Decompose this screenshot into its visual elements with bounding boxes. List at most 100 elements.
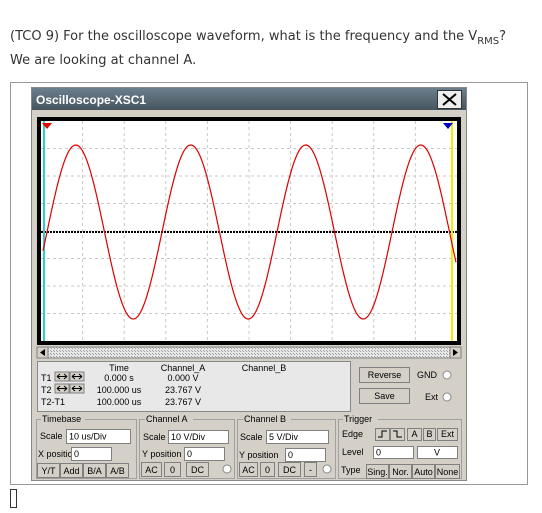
toggle-button[interactable] bbox=[389, 464, 412, 479]
field-value: 0 bbox=[288, 450, 293, 460]
group-title: Trigger bbox=[344, 414, 372, 424]
readout-panel bbox=[37, 361, 351, 412]
column-header: Channel_A bbox=[161, 363, 206, 373]
question-end: ? bbox=[499, 29, 506, 44]
button-label: Save bbox=[374, 391, 395, 401]
row-label: T1 bbox=[41, 373, 52, 383]
button-label: DC bbox=[283, 465, 296, 475]
channel-a-value: 0.000 V bbox=[167, 373, 198, 383]
question-text: (TCO 9) For the oscilloscope waveform, w… bbox=[10, 29, 477, 44]
toggle-button[interactable] bbox=[366, 464, 389, 479]
button-label: 0 bbox=[170, 465, 175, 475]
scale-input[interactable] bbox=[168, 430, 229, 444]
field-label: Edge bbox=[342, 429, 363, 439]
toggle-button[interactable] bbox=[239, 462, 258, 477]
field-value: 10 us/Div bbox=[69, 432, 107, 442]
group-title: Channel A bbox=[146, 414, 188, 424]
button-label: None bbox=[437, 467, 459, 477]
button-label: Sing. bbox=[367, 467, 388, 477]
group-title-bg bbox=[343, 414, 378, 423]
field-label: Scale bbox=[40, 431, 63, 441]
scrollbar[interactable] bbox=[36, 346, 462, 359]
save-button[interactable] bbox=[359, 388, 410, 404]
toggle-button[interactable] bbox=[304, 462, 317, 477]
channel-a-value: 23.767 V bbox=[165, 397, 201, 407]
toggle-button[interactable] bbox=[83, 463, 106, 478]
button-label: A bbox=[411, 429, 417, 439]
field-label: Scale bbox=[143, 432, 166, 442]
cursor-marker bbox=[443, 123, 453, 129]
field-label: Y position bbox=[239, 450, 278, 460]
question-line2: We are looking at channel A. bbox=[10, 53, 196, 68]
button-label: Ext bbox=[441, 429, 455, 439]
toggle-button[interactable] bbox=[435, 464, 460, 479]
level-input[interactable] bbox=[373, 446, 414, 459]
ext-label: Ext bbox=[425, 392, 439, 402]
gnd-label: GND bbox=[417, 370, 438, 380]
button-label: B/A bbox=[87, 466, 102, 476]
unit-value: V bbox=[434, 448, 440, 458]
button-label: B bbox=[426, 429, 432, 439]
group-title: Channel B bbox=[244, 414, 286, 424]
edge-buttons[interactable] bbox=[375, 428, 405, 441]
button-label: Auto bbox=[414, 467, 433, 477]
toggle-button[interactable] bbox=[412, 464, 435, 479]
toggle-button[interactable] bbox=[164, 462, 181, 477]
button-label: 0 bbox=[265, 465, 270, 475]
group-title: Timebase bbox=[42, 414, 81, 424]
field-value: 0 bbox=[187, 449, 192, 459]
cursor-arrows[interactable] bbox=[54, 371, 85, 394]
row-label: T2-T1 bbox=[41, 397, 65, 407]
button-label: Nor. bbox=[392, 467, 409, 477]
time-value: 100.000 us bbox=[97, 385, 142, 395]
ypos-input[interactable] bbox=[285, 448, 326, 462]
time-value: 100.000 us bbox=[97, 397, 142, 407]
unit-select[interactable] bbox=[417, 446, 458, 459]
toggle-button[interactable] bbox=[437, 428, 458, 441]
toggle-button[interactable] bbox=[423, 428, 436, 441]
toggle-button[interactable] bbox=[60, 463, 83, 478]
button-label: DC bbox=[191, 465, 204, 475]
field-label: Level bbox=[342, 447, 364, 457]
ypos-input[interactable] bbox=[184, 447, 225, 461]
group-title-bg bbox=[41, 414, 85, 423]
gnd-radio[interactable] bbox=[442, 370, 452, 380]
toggle-button[interactable] bbox=[407, 428, 422, 441]
button-label: Y/T bbox=[41, 466, 56, 476]
question-line: (TCO 9) For the oscilloscope waveform, w… bbox=[10, 29, 506, 47]
ext-radio[interactable] bbox=[442, 392, 452, 402]
toggle-button[interactable] bbox=[278, 462, 301, 477]
window-title: Oscilloscope-XSC1 bbox=[36, 93, 146, 107]
toggle-button[interactable] bbox=[260, 462, 275, 477]
image-frame bbox=[10, 82, 528, 485]
field-value: 5 V/Div bbox=[269, 432, 299, 442]
cursor-marker bbox=[42, 123, 52, 129]
close-button[interactable] bbox=[437, 90, 462, 109]
group-title-bg bbox=[243, 414, 291, 423]
scale-input[interactable] bbox=[266, 430, 329, 444]
subscript: RMS bbox=[477, 36, 499, 47]
group-box bbox=[36, 419, 137, 479]
channel-a-value: 23.767 V bbox=[165, 385, 201, 395]
column-header: Time bbox=[109, 363, 129, 373]
field-label: Type bbox=[341, 465, 361, 475]
field-label: Scale bbox=[240, 432, 263, 442]
button-label: Add bbox=[63, 466, 79, 476]
time-value: 0.000 s bbox=[104, 373, 134, 383]
field-value: 10 V/Div bbox=[171, 432, 206, 442]
button-label: A/B bbox=[110, 466, 125, 476]
coupling-radio[interactable] bbox=[222, 464, 232, 474]
button-label: AC bbox=[145, 465, 158, 475]
toggle-button[interactable] bbox=[186, 462, 209, 477]
reverse-button[interactable] bbox=[359, 367, 410, 383]
toggle-button[interactable] bbox=[37, 463, 60, 478]
button-label: Reverse bbox=[368, 370, 402, 380]
scale-input[interactable] bbox=[66, 429, 131, 444]
toggle-button[interactable] bbox=[141, 462, 162, 477]
field-value: 0 bbox=[74, 449, 79, 459]
waveform bbox=[42, 144, 457, 320]
button-label: AC bbox=[242, 465, 255, 475]
coupling-radio[interactable] bbox=[322, 464, 332, 474]
toggle-button[interactable] bbox=[106, 463, 129, 478]
xpos-input[interactable] bbox=[71, 447, 112, 461]
